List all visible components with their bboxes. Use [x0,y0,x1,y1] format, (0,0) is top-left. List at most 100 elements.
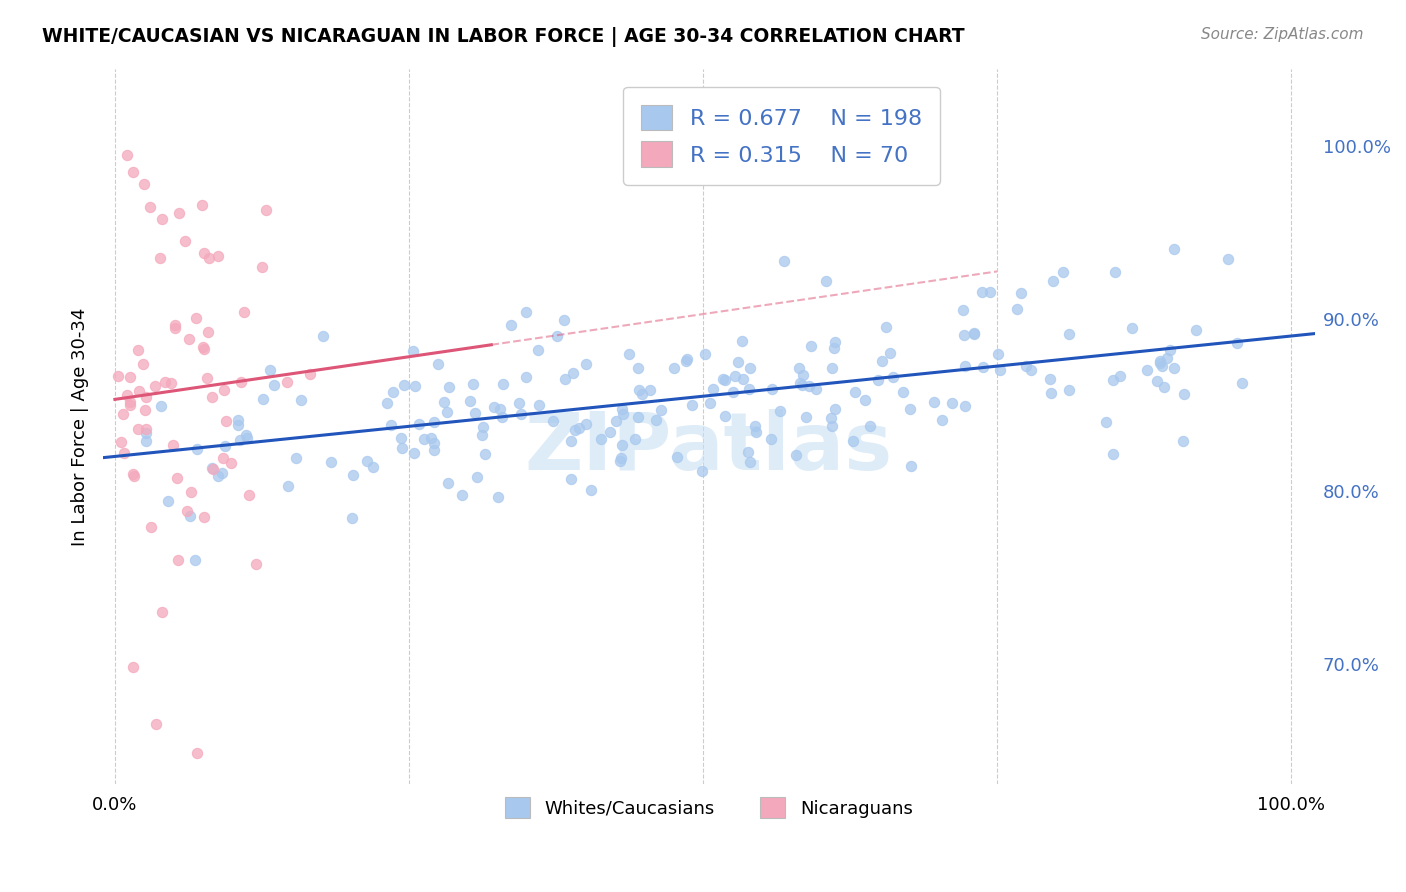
Point [645,413,668,427]
Point [212,450,235,465]
Point [761,382,783,396]
Point [738,382,761,396]
Point [744,419,766,434]
Point [526,343,548,357]
Point [800,339,823,353]
Point [900,458,922,473]
Text: ZIPatlas: ZIPatlas [524,409,893,487]
Point [201,390,224,404]
Point [737,444,759,458]
Point [489,401,512,416]
Point [245,557,267,571]
Point [714,373,737,387]
Point [562,366,585,380]
Legend: Whites/Caucasians, Nicaraguans: Whites/Caucasians, Nicaraguans [498,790,920,825]
Point [263,377,285,392]
Point [451,488,474,502]
Point [853,393,876,408]
Point [1015,359,1038,374]
Point [508,396,530,410]
Point [745,425,768,439]
Point [163,318,186,333]
Point [107,369,129,384]
Point [207,249,229,263]
Point [738,455,761,469]
Point [110,434,132,449]
Point [963,326,986,340]
Point [207,469,229,483]
Point [509,408,531,422]
Point [135,422,157,436]
Point [174,234,197,248]
Point [560,434,582,448]
Point [568,420,591,434]
Point [1019,363,1042,377]
Point [1153,380,1175,394]
Point [1163,361,1185,376]
Point [789,376,811,391]
Point [605,414,627,428]
Point [1040,386,1063,401]
Point [290,393,312,408]
Point [186,747,208,761]
Point [972,360,994,375]
Point [179,509,201,524]
Point [193,510,215,524]
Point [821,418,844,433]
Point [527,398,550,412]
Point [472,419,495,434]
Point [491,410,513,425]
Point [342,511,364,525]
Point [121,165,143,179]
Point [1150,359,1173,373]
Point [721,384,744,399]
Point [145,717,167,731]
Point [953,359,976,374]
Point [195,371,218,385]
Point [254,202,277,217]
Point [952,303,974,318]
Point [695,347,717,361]
Point [787,361,810,376]
Point [134,403,156,417]
Point [1185,323,1208,337]
Point [627,410,650,425]
Point [191,340,214,354]
Point [166,553,188,567]
Point [229,375,252,389]
Point [122,467,145,481]
Point [730,334,752,348]
Point [612,407,634,421]
Point [1173,387,1195,401]
Point [1010,286,1032,301]
Point [404,379,426,393]
Point [465,469,488,483]
Point [380,418,402,433]
Point [1057,327,1080,342]
Point [211,467,233,481]
Point [823,341,845,355]
Point [564,424,586,438]
Point [922,394,945,409]
Point [1226,335,1249,350]
Point [713,409,735,423]
Point [193,246,215,260]
Point [953,399,976,413]
Point [599,425,621,439]
Point [197,325,219,339]
Point [702,382,724,396]
Point [759,432,782,446]
Point [427,357,450,371]
Point [1052,265,1074,279]
Point [591,432,613,446]
Point [792,368,814,382]
Point [463,376,485,391]
Point [681,398,703,412]
Point [235,427,257,442]
Point [1057,384,1080,398]
Point [900,401,922,416]
Point [118,398,141,412]
Point [112,407,135,421]
Point [150,605,173,619]
Point [1149,353,1171,368]
